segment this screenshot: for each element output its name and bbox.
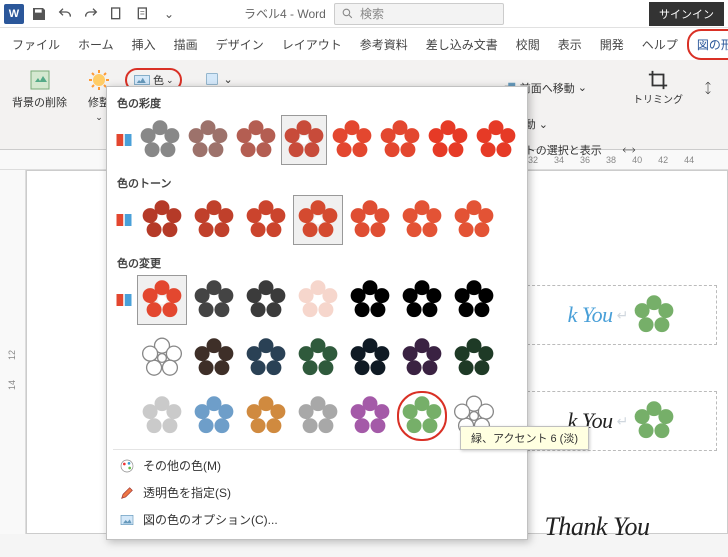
tab-picture-format[interactable]: 図の形式: [687, 29, 728, 60]
search-placeholder: 検索: [360, 5, 384, 22]
document-title: ラベル4 - Word: [244, 5, 326, 22]
saturation-swatch[interactable]: [233, 115, 279, 165]
tab-view[interactable]: 表示: [549, 29, 591, 60]
recolor-swatch[interactable]: [189, 391, 239, 441]
crop-button[interactable]: トリミング: [628, 66, 688, 109]
color-options-label: 図の色のオプション(C)...: [143, 511, 278, 528]
size-width-button[interactable]: [615, 140, 643, 160]
palette-icon: [119, 458, 135, 474]
recolor-swatch[interactable]: [293, 391, 343, 441]
tone-swatch[interactable]: [449, 195, 499, 245]
qat-dropdown-icon[interactable]: ⌄: [158, 3, 180, 25]
more-colors-label: その他の色(M): [143, 457, 221, 474]
recolor-swatch[interactable]: [345, 333, 395, 383]
saturation-swatch[interactable]: [425, 115, 471, 165]
tab-layout[interactable]: レイアウト: [273, 29, 351, 60]
recolor-section-title: 色の変更: [107, 251, 527, 273]
color-options-item[interactable]: 図の色のオプション(C)...: [107, 506, 527, 533]
recolor-swatch[interactable]: [397, 275, 447, 325]
recolor-swatch[interactable]: [397, 333, 447, 383]
search-box[interactable]: 検索: [334, 3, 504, 25]
recolor-swatch[interactable]: [449, 333, 499, 383]
set-transparent-label: 透明色を指定(S): [143, 484, 231, 501]
saturation-swatch[interactable]: [185, 115, 231, 165]
color-tooltip: 緑、アクセント 6 (淡): [460, 426, 589, 450]
signin-button[interactable]: サインイン: [649, 2, 724, 26]
qat-new-icon[interactable]: [106, 3, 128, 25]
tone-swatch[interactable]: [293, 195, 343, 245]
recolor-swatch[interactable]: [189, 333, 239, 383]
more-colors-item[interactable]: その他の色(M): [107, 452, 527, 479]
crop-label: トリミング: [633, 91, 683, 106]
recolor-swatch[interactable]: [449, 275, 499, 325]
set-transparent-item[interactable]: 透明色を指定(S): [107, 479, 527, 506]
tone-icon: [115, 211, 133, 229]
titlebar: W ⌄ ラベル4 - Word 検索 サインイン: [0, 0, 728, 28]
saturation-swatch[interactable]: [329, 115, 375, 165]
vertical-ruler: 12 14: [0, 170, 26, 534]
recolor-swatch[interactable]: [397, 391, 447, 441]
recolor-swatch[interactable]: [345, 391, 395, 441]
redo-icon[interactable]: [80, 3, 102, 25]
word-logo: W: [4, 4, 24, 24]
tone-swatch[interactable]: [241, 195, 291, 245]
recolor-swatch[interactable]: [293, 275, 343, 325]
tab-file[interactable]: ファイル: [3, 29, 69, 60]
saturation-icon: [115, 131, 133, 149]
recolor-swatch[interactable]: [241, 275, 291, 325]
tone-row: [107, 193, 527, 251]
recolor-swatch[interactable]: [241, 333, 291, 383]
recolor-swatch[interactable]: [137, 333, 187, 383]
search-icon: [341, 7, 354, 20]
qat-doc-icon[interactable]: [132, 3, 154, 25]
label-text: Thank You: [544, 512, 649, 542]
recolor-swatch[interactable]: [293, 333, 343, 383]
saturation-row: [107, 113, 527, 171]
tab-review[interactable]: 校閲: [507, 29, 549, 60]
save-icon[interactable]: [28, 3, 50, 25]
eyedropper-icon: [119, 485, 135, 501]
ribbon-tabs: ファイル ホーム 挿入 描画 デザイン レイアウト 参考資料 差し込み文書 校閲…: [0, 28, 728, 60]
tab-insert[interactable]: 挿入: [123, 29, 165, 60]
tab-developer[interactable]: 開発: [591, 29, 633, 60]
chevron-down-icon: ⌄: [166, 75, 174, 86]
recolor-swatch[interactable]: [137, 275, 187, 325]
remove-bg-label: 背景の削除: [12, 94, 67, 110]
tone-swatch[interactable]: [397, 195, 447, 245]
tab-help[interactable]: ヘルプ: [633, 29, 687, 60]
recolor-swatch[interactable]: [345, 275, 395, 325]
recolor-row-0: [107, 273, 527, 331]
saturation-swatch[interactable]: [473, 115, 519, 165]
tab-draw[interactable]: 描画: [165, 29, 207, 60]
saturation-swatch[interactable]: [281, 115, 327, 165]
saturation-swatch[interactable]: [377, 115, 423, 165]
tab-design[interactable]: デザイン: [207, 29, 273, 60]
saturation-section-title: 色の彩度: [107, 91, 527, 113]
recolor-swatch[interactable]: [241, 391, 291, 441]
tone-swatch[interactable]: [189, 195, 239, 245]
recolor-swatch[interactable]: [189, 275, 239, 325]
color-dropdown-panel: 色の彩度 色のトーン: [106, 86, 528, 540]
remove-background-button[interactable]: 背景の削除: [6, 64, 73, 114]
tone-swatch[interactable]: [137, 195, 187, 245]
tone-section-title: 色のトーン: [107, 171, 527, 193]
recolor-row-1: [107, 331, 527, 389]
saturation-swatch[interactable]: [137, 115, 183, 165]
tone-swatch[interactable]: [345, 195, 395, 245]
size-height-button[interactable]: [696, 76, 720, 100]
recolor-swatch[interactable]: [137, 391, 187, 441]
tab-home[interactable]: ホーム: [69, 29, 123, 60]
chevron-down-icon: ⌄: [95, 112, 103, 123]
picture-options-icon: [119, 512, 135, 528]
undo-icon[interactable]: [54, 3, 76, 25]
bring-forward-label: 前面へ移動: [520, 80, 575, 96]
tab-mailings[interactable]: 差し込み文書: [417, 29, 507, 60]
tab-references[interactable]: 参考資料: [351, 29, 417, 60]
recolor-icon: [115, 291, 133, 309]
